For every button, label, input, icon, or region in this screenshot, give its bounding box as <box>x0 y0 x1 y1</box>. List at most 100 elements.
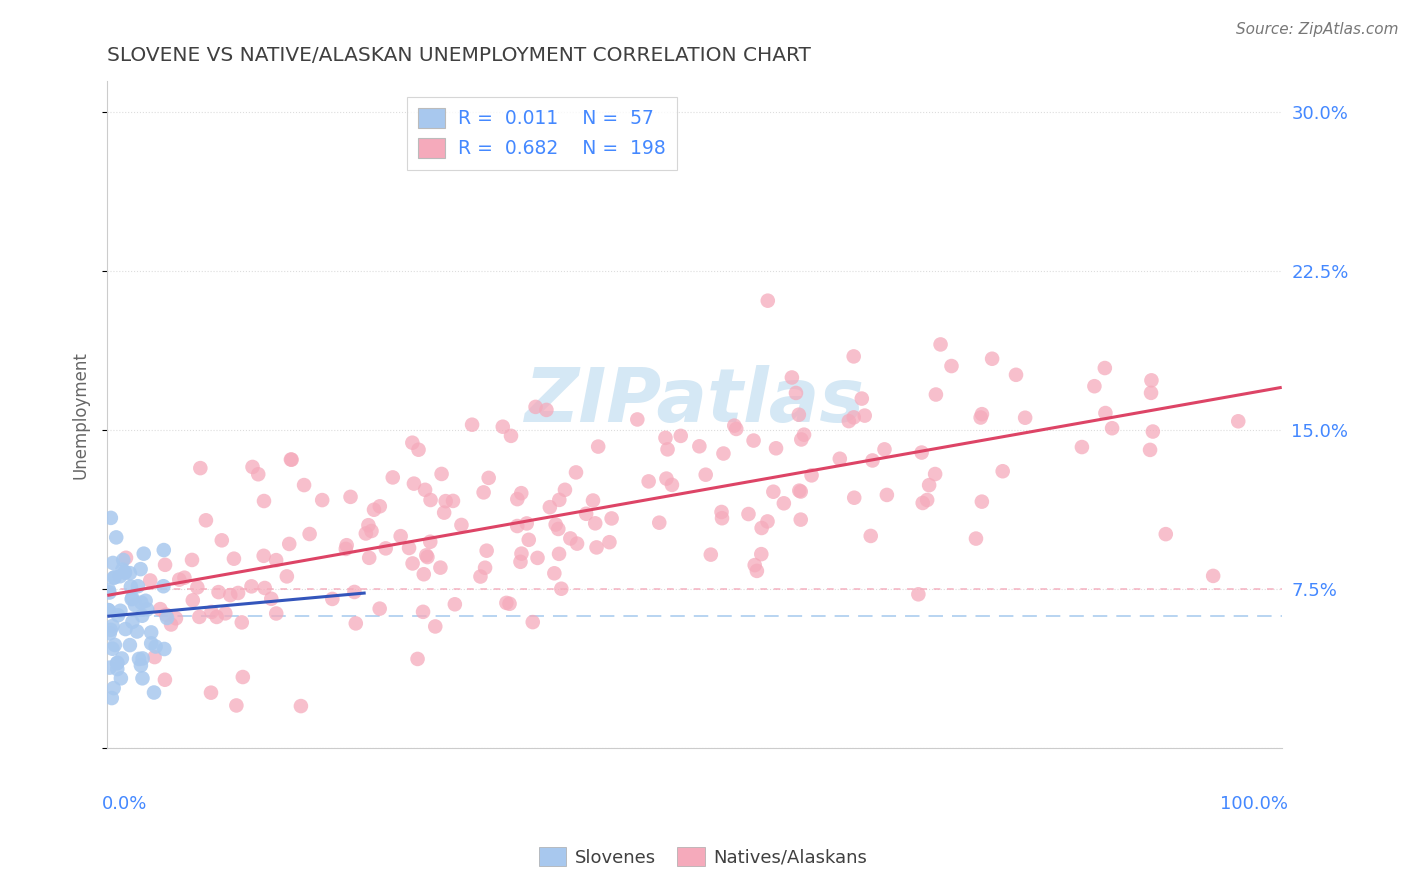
Point <box>510 486 533 500</box>
Point <box>105 662 128 676</box>
Point <box>357 518 380 533</box>
Point <box>828 451 851 466</box>
Point <box>194 513 217 527</box>
Point <box>368 601 391 615</box>
Point <box>214 607 236 621</box>
Point <box>292 478 315 492</box>
Point <box>408 442 430 457</box>
Point <box>762 484 785 499</box>
Point <box>264 553 287 567</box>
Point <box>565 536 588 550</box>
Point <box>907 587 929 601</box>
Legend: R =  0.011    N =  57, R =  0.682    N =  198: R = 0.011 N = 57, R = 0.682 N = 198 <box>406 96 676 169</box>
Point <box>873 442 896 457</box>
Point <box>441 494 464 508</box>
Point <box>772 496 794 510</box>
Point <box>368 500 391 514</box>
Point <box>398 541 420 555</box>
Point <box>661 478 683 492</box>
Point <box>225 698 247 713</box>
Point <box>1202 569 1225 583</box>
Legend: Slovenes, Natives/Alaskans: Slovenes, Natives/Alaskans <box>531 840 875 874</box>
Point <box>165 611 187 625</box>
Point <box>231 615 253 630</box>
Point <box>354 526 377 541</box>
Point <box>103 681 125 695</box>
Point <box>517 533 540 547</box>
Point <box>200 605 222 619</box>
Point <box>430 467 453 481</box>
Point <box>495 596 517 610</box>
Point <box>188 610 211 624</box>
Point <box>744 558 766 573</box>
Point <box>114 622 136 636</box>
Point <box>915 493 938 508</box>
Point <box>114 565 136 579</box>
Point <box>336 538 359 552</box>
Point <box>101 619 124 633</box>
Point <box>406 652 429 666</box>
Point <box>475 543 498 558</box>
Point <box>131 671 153 685</box>
Point <box>745 564 768 578</box>
Point <box>121 592 143 607</box>
Point <box>132 547 155 561</box>
Point <box>110 604 132 618</box>
Point <box>131 608 153 623</box>
Point <box>1005 368 1028 382</box>
Point <box>290 699 312 714</box>
Point <box>232 670 254 684</box>
Point <box>343 585 366 599</box>
Point <box>1139 442 1161 457</box>
Point <box>1154 527 1177 541</box>
Point <box>412 605 434 619</box>
Point <box>153 642 176 657</box>
Point <box>121 615 143 629</box>
Point <box>381 470 404 484</box>
Point <box>575 507 598 521</box>
Point <box>509 555 531 569</box>
Point <box>499 429 522 443</box>
Point <box>103 571 125 585</box>
Point <box>478 471 501 485</box>
Point <box>401 435 423 450</box>
Point <box>751 521 773 535</box>
Point <box>298 527 321 541</box>
Point <box>124 598 146 612</box>
Point <box>160 617 183 632</box>
Point <box>141 625 163 640</box>
Point <box>547 522 569 536</box>
Point <box>1070 440 1092 454</box>
Point <box>181 553 204 567</box>
Point <box>434 494 457 508</box>
Point <box>851 392 873 406</box>
Point <box>506 519 529 533</box>
Point <box>1140 373 1163 387</box>
Point <box>1094 406 1116 420</box>
Point <box>790 484 813 499</box>
Point <box>149 602 172 616</box>
Point <box>918 478 941 492</box>
Point <box>363 502 385 516</box>
Point <box>100 691 122 706</box>
Point <box>335 541 357 556</box>
Point <box>700 548 723 562</box>
Point <box>425 619 447 633</box>
Point <box>637 475 659 489</box>
Point <box>101 641 124 656</box>
Point <box>416 550 439 565</box>
Point <box>156 611 179 625</box>
Point <box>842 350 865 364</box>
Point <box>695 467 717 482</box>
Point <box>548 547 571 561</box>
Point <box>264 607 287 621</box>
Point <box>143 650 166 665</box>
Point <box>200 686 222 700</box>
Point <box>991 464 1014 478</box>
Point <box>929 337 952 351</box>
Point <box>1142 425 1164 439</box>
Point <box>657 442 679 457</box>
Text: ZIPatlas: ZIPatlas <box>524 365 865 438</box>
Point <box>526 550 548 565</box>
Point <box>127 579 149 593</box>
